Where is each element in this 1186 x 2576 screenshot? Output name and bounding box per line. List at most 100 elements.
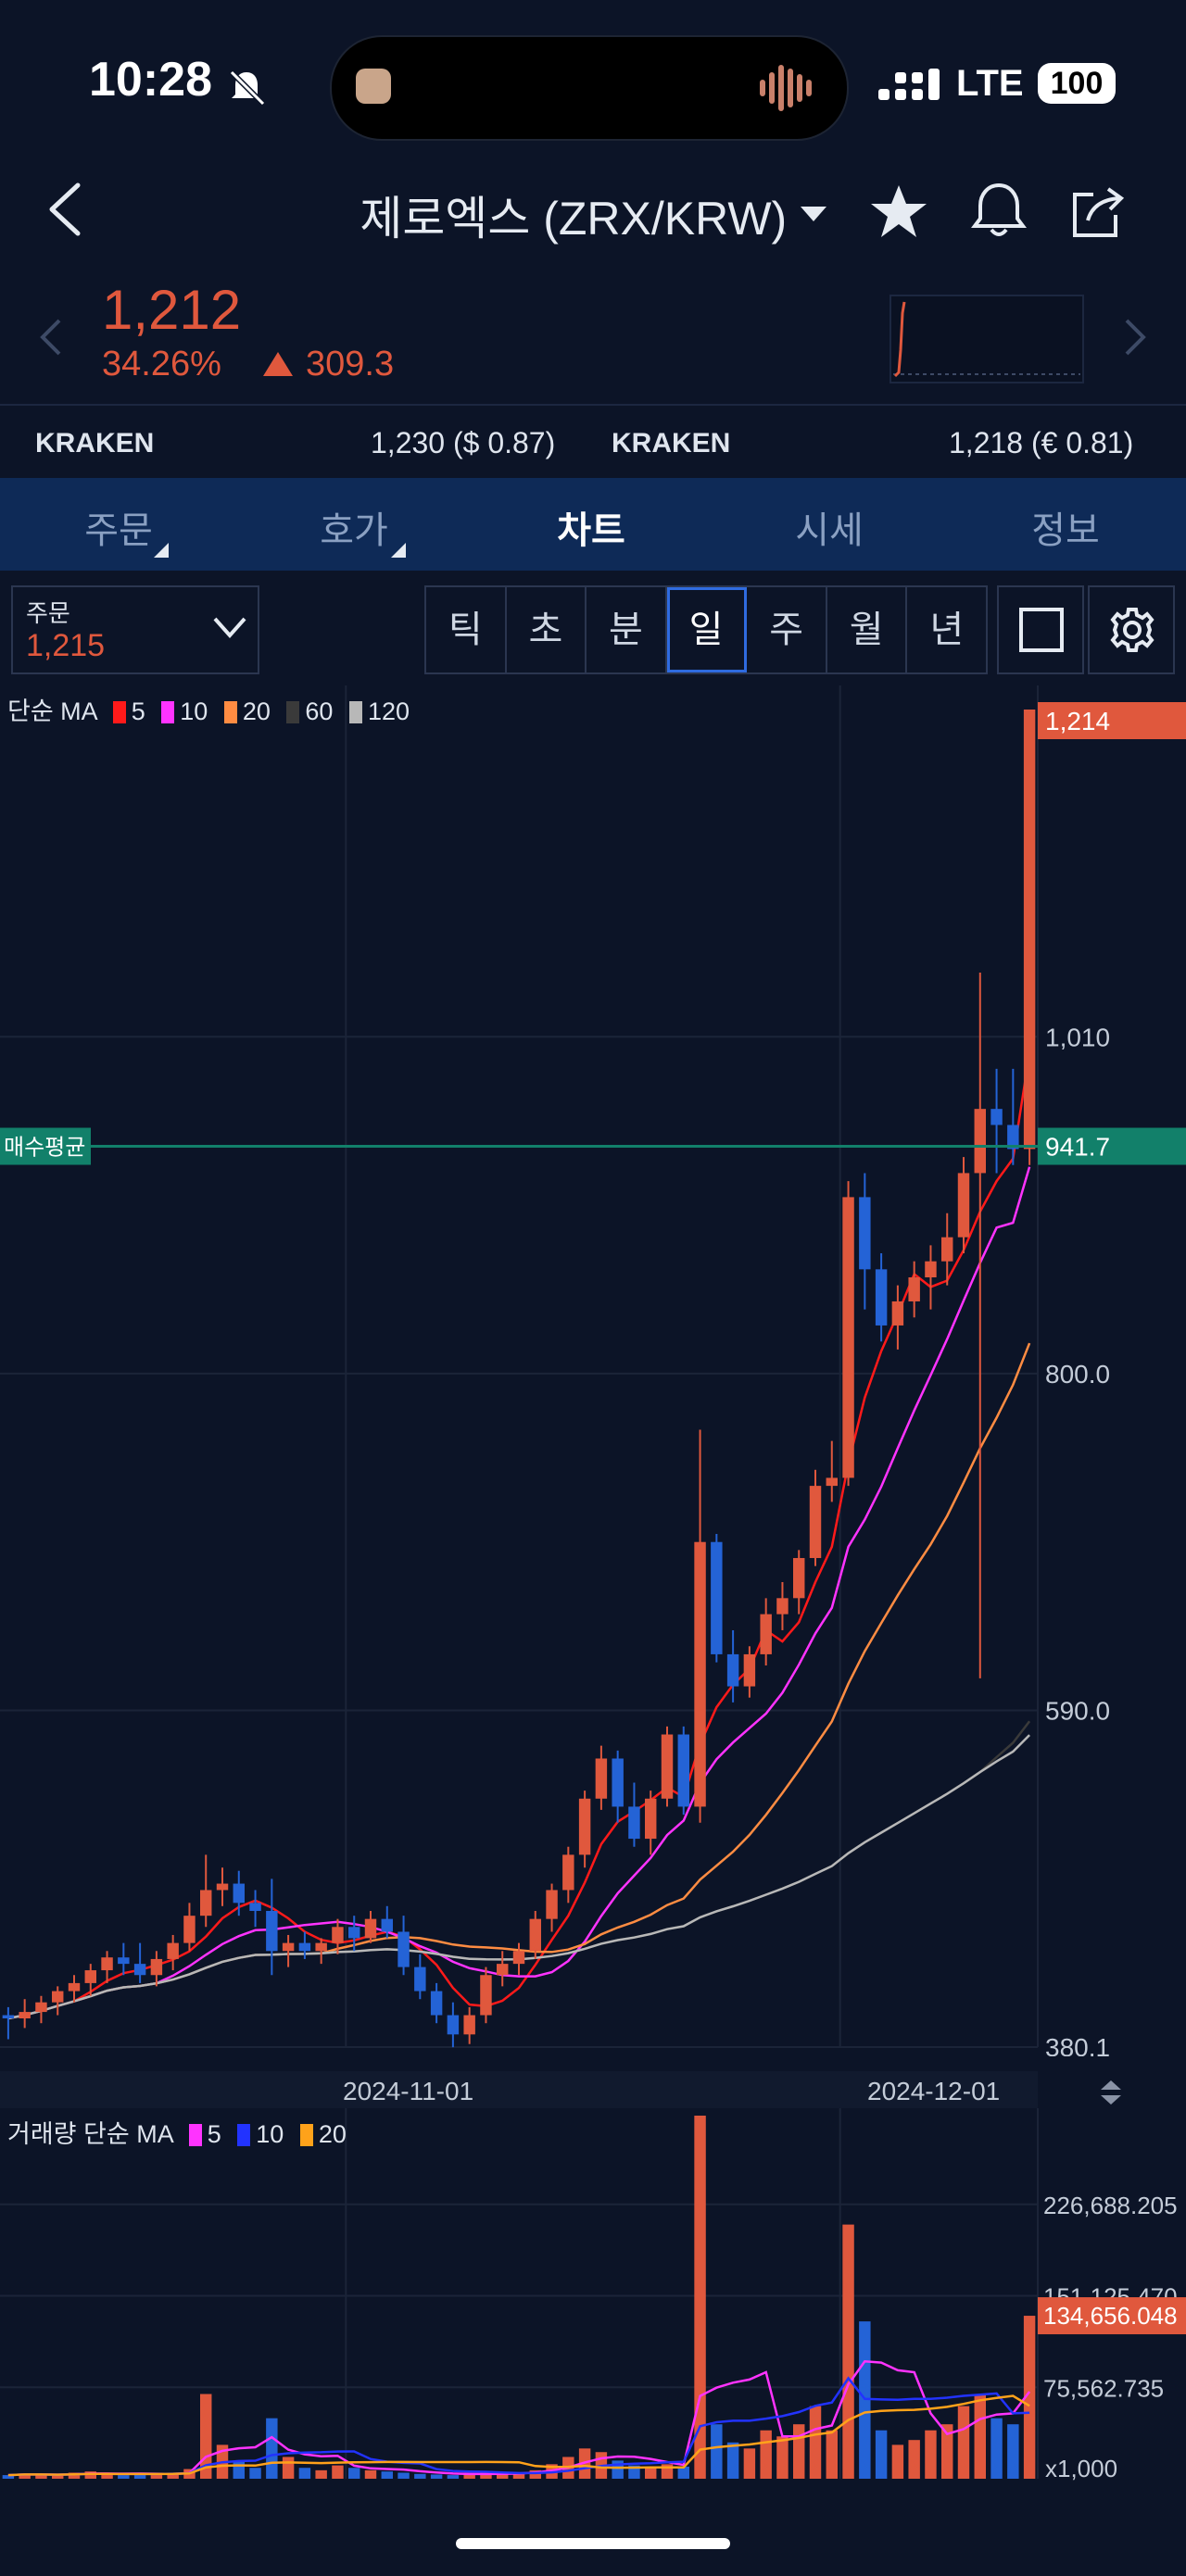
candle-body <box>430 1991 443 2016</box>
candle <box>315 1938 327 1965</box>
candle <box>497 1951 509 1987</box>
volume-bar <box>826 2430 838 2479</box>
candle-body <box>381 1918 393 1932</box>
avg-buy-tag <box>0 1127 91 1165</box>
candle <box>35 1995 47 2024</box>
volume-bar <box>974 2394 986 2479</box>
resize-handle-icon[interactable] <box>1099 2079 1123 2106</box>
mini-chart[interactable] <box>890 295 1084 383</box>
chart-settings-button[interactable] <box>1088 585 1175 674</box>
volume-bar <box>381 2471 393 2479</box>
candle <box>661 1726 674 1807</box>
candle <box>711 1534 723 1663</box>
period-month[interactable]: 월 <box>827 587 908 672</box>
candle-body <box>842 1197 854 1478</box>
candle-body <box>578 1798 591 1855</box>
home-indicator <box>456 2538 730 2549</box>
volume-current-tag <box>1038 2297 1186 2335</box>
candle-body <box>167 1942 179 1959</box>
volume-bar <box>282 2457 295 2479</box>
current-price: 1,212 <box>102 279 242 341</box>
volume-legend-20: 20 <box>318 2120 347 2148</box>
period-selector: 틱 초 분 일 주 월 년 <box>424 585 988 674</box>
back-icon[interactable] <box>43 182 89 237</box>
volume-bar <box>364 2469 377 2479</box>
candle-body <box>908 1276 920 1301</box>
candle <box>150 1951 163 1987</box>
candle <box>167 1934 179 1971</box>
prev-coin-icon[interactable] <box>37 317 65 358</box>
order-type-select[interactable]: 주문 1,215 <box>11 585 259 674</box>
volume-bar <box>430 2474 443 2479</box>
battery-level: 100 <box>1038 63 1116 104</box>
price-chart[interactable]: 매수평균 941.7 1,010 800.0 590.0 380.1 1,214 <box>0 685 1186 2056</box>
period-minute[interactable]: 분 <box>587 587 667 672</box>
candle-body <box>875 1269 888 1326</box>
volume-bar <box>200 2394 212 2479</box>
coin-selector[interactable]: 제로엑스 (ZRX/KRW) <box>0 182 1186 248</box>
volume-bar <box>348 2468 360 2479</box>
candle-body <box>661 1734 674 1799</box>
period-year[interactable]: 년 <box>929 609 965 650</box>
candle <box>233 1870 245 1916</box>
candle-body <box>974 1109 986 1174</box>
ma10-swatch <box>161 701 175 723</box>
candle-body <box>826 1477 838 1487</box>
candle-body <box>118 1957 130 1965</box>
volume-bar <box>776 2436 789 2479</box>
candle-body <box>760 1614 772 1654</box>
volume-bar <box>711 2424 723 2479</box>
tab-order[interactable]: 주문 <box>84 510 153 551</box>
candle <box>133 1942 146 1983</box>
candle-body <box>562 1854 574 1891</box>
order-label: 주문 <box>26 599 70 627</box>
candle-body <box>233 1883 245 1904</box>
candle <box>595 1745 608 1810</box>
tab-chart[interactable]: 차트 <box>557 510 625 551</box>
volume-tick-label: 75,562.735 <box>1043 2374 1164 2402</box>
volume-bar <box>298 2468 311 2479</box>
period-second[interactable]: 초 <box>507 587 587 672</box>
volume-bar <box>990 2418 1003 2479</box>
vma20-swatch <box>299 2124 313 2146</box>
volume-bar <box>167 2472 179 2479</box>
candle-body <box>612 1758 624 1807</box>
candle <box>793 1550 805 1615</box>
candle-body <box>628 1806 640 1840</box>
tab-info[interactable]: 정보 <box>1031 510 1100 551</box>
candle-body <box>1007 1125 1019 1150</box>
volume-unit: x1,000 <box>1045 2455 1117 2482</box>
order-value: 1,215 <box>26 628 106 663</box>
volume-bar <box>84 2471 96 2479</box>
volume-tick-label: 226,688.205 <box>1043 2192 1178 2219</box>
volume-legend: 거래량 단순 MA 5 10 20 <box>7 2114 347 2150</box>
candle <box>118 1942 130 1976</box>
tab-market[interactable]: 시세 <box>795 510 864 551</box>
vma5-swatch <box>188 2124 202 2146</box>
candle-body <box>595 1758 608 1799</box>
candle <box>776 1582 789 1630</box>
tab-orderbook[interactable]: 호가 <box>320 510 388 551</box>
star-icon[interactable] <box>869 182 928 241</box>
candle <box>875 1253 888 1342</box>
drawing-tool-button[interactable] <box>997 585 1084 674</box>
candle <box>925 1245 937 1310</box>
share-icon[interactable] <box>1067 182 1127 241</box>
volume-legend-prefix: 거래량 단순 MA <box>7 2120 173 2148</box>
candle <box>628 1782 640 1847</box>
next-coin-icon[interactable] <box>1121 317 1149 358</box>
candle <box>266 1879 278 1976</box>
network-type: LTE <box>956 63 1024 104</box>
candle-body <box>859 1197 871 1270</box>
candle <box>68 1975 81 2003</box>
candle-body <box>463 2015 475 2035</box>
candle <box>612 1750 624 1823</box>
period-week[interactable]: 주 <box>747 587 827 672</box>
bell-icon[interactable] <box>969 180 1028 243</box>
period-tick[interactable]: 틱 <box>426 587 507 672</box>
period-day[interactable]: 일 <box>666 587 748 672</box>
volume-chart[interactable]: 226,688.205151,125.47075,562.735134,656.… <box>0 2108 1186 2488</box>
volume-bar <box>891 2444 904 2479</box>
change-amount: 309.3 <box>306 345 395 383</box>
candle-body <box>990 1109 1003 1125</box>
